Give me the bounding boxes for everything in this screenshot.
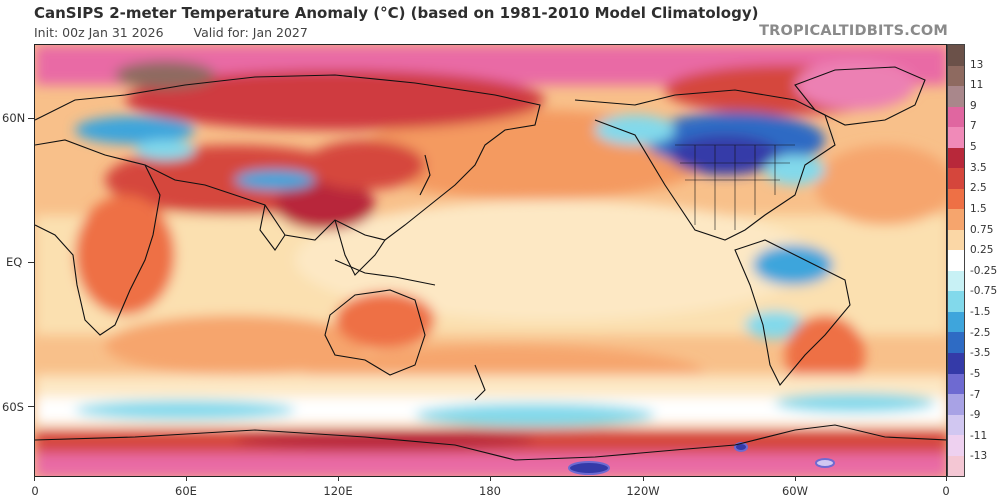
lat-label-60s: 60S [2,400,24,414]
color-bar-swatch [948,65,964,87]
lat-tick [28,406,34,407]
lon-label-180: 180 [479,484,501,498]
lon-label-120w: 120W [626,484,660,498]
color-bar-swatch [948,86,964,107]
lat-tick [28,118,34,119]
color-bar-swatch [948,45,964,66]
color-bar-swatch [948,414,964,436]
color-bar-swatch [948,311,964,333]
antarctic-cold-spot [815,458,835,468]
color-bar-label: 2.5 [970,182,987,195]
color-bar-label: 7 [970,120,977,133]
color-bar-label: 3.5 [970,161,987,174]
init-time: Init: 00z Jan 31 2026 [34,25,164,40]
lon-tick [643,476,644,481]
lon-label-0-end: 0 [942,484,950,498]
anomaly-map [34,44,947,477]
lon-tick [338,476,339,481]
lon-tick [946,476,947,481]
lon-tick [186,476,187,481]
chart-title: CanSIPS 2-meter Temperature Anomaly (°C)… [34,4,759,22]
color-bar [947,44,965,477]
color-bar-swatch [948,106,964,128]
color-bar-label: 9 [970,99,977,112]
lon-label-60w: 60W [781,484,809,498]
color-bar-swatch [948,373,964,395]
color-bar-swatch [948,435,964,456]
color-bar-label: 0.25 [970,244,994,257]
lon-tick [34,476,35,481]
color-bar-swatch [948,332,964,353]
source-brand: TROPICALTIDBITS.COM [759,23,948,39]
chart-subtitle: Init: 00z Jan 31 2026 Valid for: Jan 202… [34,25,308,40]
color-bar-label: -11 [970,429,988,442]
coastlines [35,66,946,461]
color-bar-label: -9 [970,409,981,422]
color-bar-swatch [948,229,964,251]
lat-label-eq: EQ [6,255,23,269]
color-bar-label: 11 [970,79,984,92]
lon-tick [490,476,491,481]
lon-label-60e: 60E [175,484,197,498]
color-bar-label: 5 [970,141,977,154]
color-bar-label: -3.5 [970,347,991,360]
color-bar-swatch [948,209,964,230]
color-bar-label: -5 [970,367,981,380]
color-bar-label: -1.5 [970,306,991,319]
color-bar-swatch [948,455,964,477]
map-svg [35,45,946,476]
color-bar-label: -7 [970,388,981,401]
lat-label-60n: 60N [2,111,26,125]
color-bar-label: 13 [970,58,984,71]
lon-label-0: 0 [31,484,39,498]
color-bar-swatch [948,270,964,292]
color-bar-swatch [948,188,964,210]
color-bar-label: 0.75 [970,223,994,236]
color-bar-swatch [948,250,964,271]
antarctic-cold-spot [568,461,610,475]
color-bar-label: -2.5 [970,326,991,339]
color-bar-label: -0.75 [970,285,998,298]
color-bar-swatch [948,127,964,148]
lon-label-120e: 120E [323,484,353,498]
color-bar-label: -0.25 [970,264,998,277]
color-bar-swatch [948,352,964,374]
color-bar-label: -13 [970,450,988,463]
us-state-lines [675,144,795,230]
color-bar-swatch [948,147,964,169]
lat-tick [28,262,34,263]
color-bar-label: 1.5 [970,202,987,215]
valid-time: Valid for: Jan 2027 [193,25,308,40]
color-bar-swatch [948,291,964,312]
color-bar-swatch [948,394,964,415]
lon-tick [795,476,796,481]
anomaly-field [35,45,946,476]
color-bar-swatch [948,168,964,189]
